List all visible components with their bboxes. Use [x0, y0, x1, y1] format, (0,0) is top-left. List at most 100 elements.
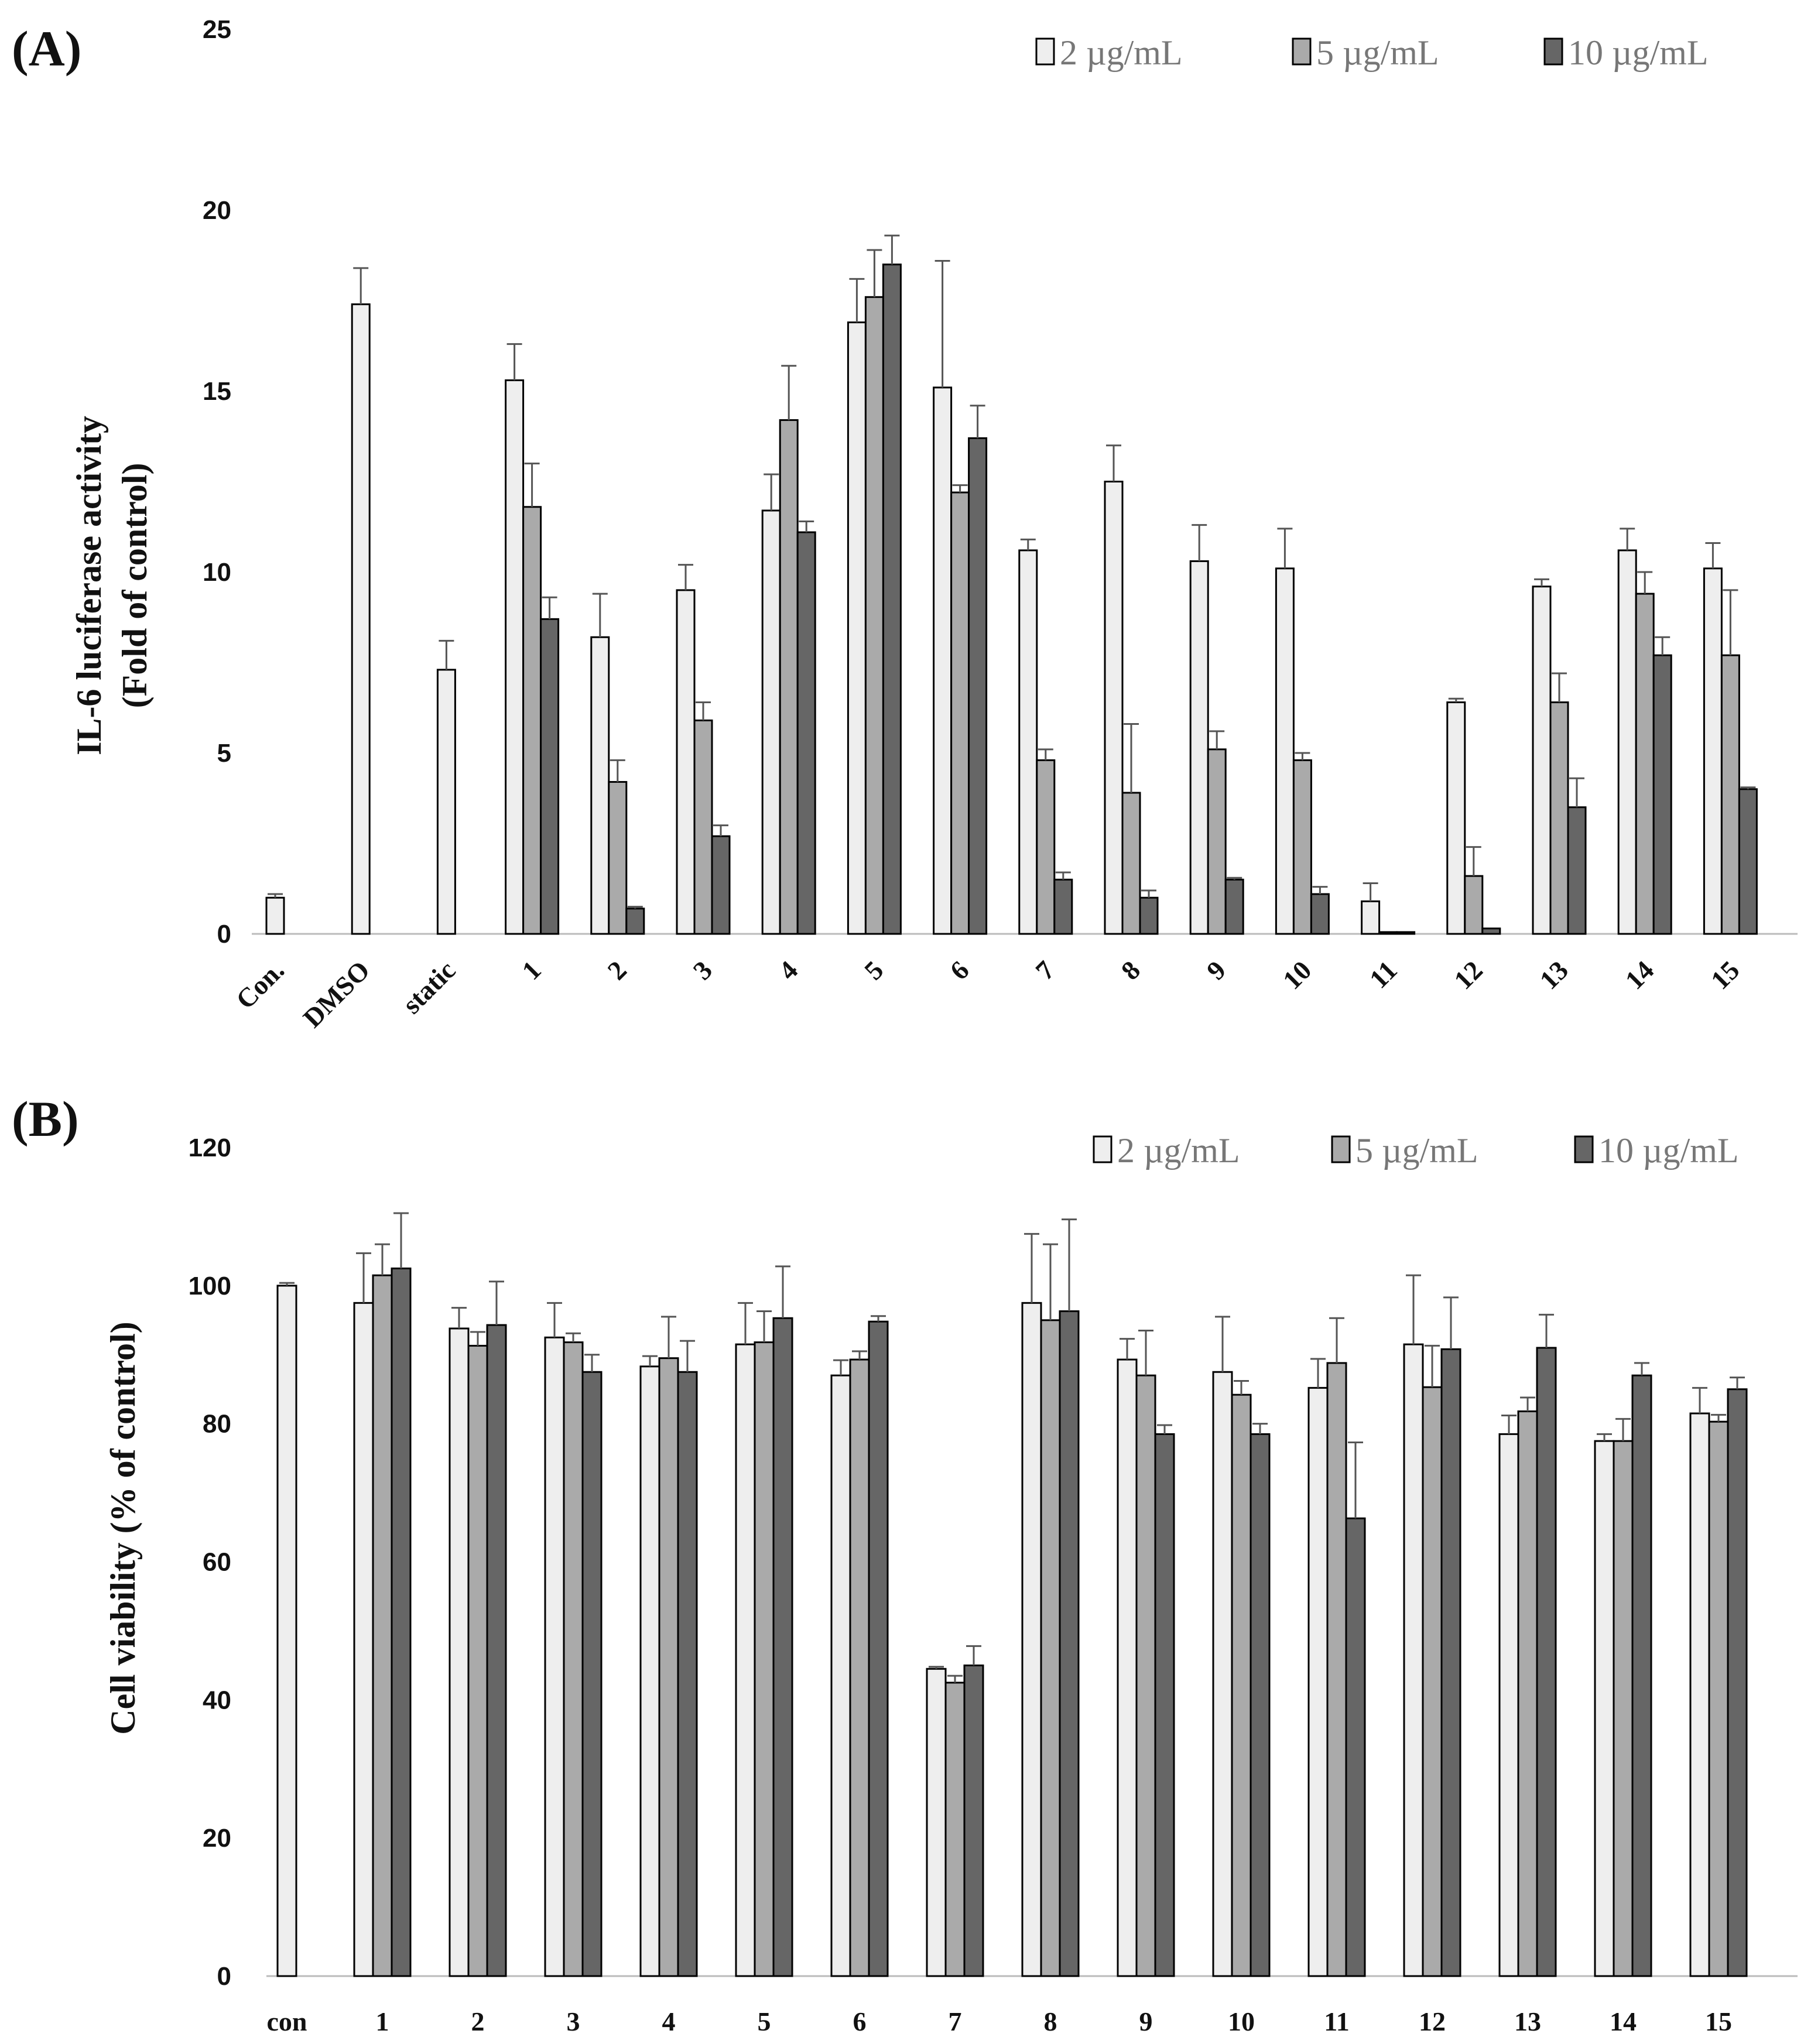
bar-a-3-s2: [693, 719, 713, 935]
bar-b-6-s3: [868, 1320, 889, 1977]
x-tick-label-b: 5: [758, 2007, 771, 2036]
bar-b-10-s2: [1231, 1394, 1252, 1977]
bar-b-11-s2: [1326, 1362, 1347, 1977]
bar-b-4-s3: [677, 1371, 698, 1977]
y-tick-label-b: 40: [203, 1686, 231, 1714]
legend-label-b: 2 µg/mL: [1117, 1131, 1240, 1170]
bar-a-2-s2: [608, 780, 628, 935]
bar-b-14-s2: [1613, 1440, 1634, 1977]
bar-b-1-s1: [353, 1302, 374, 1977]
bar-b-1-s3: [391, 1267, 412, 1977]
bar-a-12-s3: [1481, 927, 1501, 935]
y-tick-label-a: 10: [203, 558, 231, 587]
bar-a-10-s1: [1275, 567, 1295, 935]
x-tick-label-a: 12: [1448, 955, 1488, 995]
bar-b-12-s1: [1403, 1343, 1424, 1977]
x-tick-label-a: 8: [1115, 955, 1146, 985]
y-tick-label-a: 25: [203, 15, 231, 44]
bar-a-3-s1: [676, 589, 696, 935]
bar-a-9-s3: [1224, 878, 1244, 935]
bar-a-15-s1: [1703, 567, 1723, 935]
bar-b-2-s2: [467, 1344, 488, 1977]
bar-b-9-s1: [1117, 1358, 1138, 1977]
bar-b-13-s2: [1517, 1410, 1538, 1977]
x-tick-label-a: 1: [516, 955, 546, 985]
bar-a-DMSO-s1: [351, 303, 371, 935]
bar-b-con-s1: [276, 1285, 297, 1977]
x-tick-label-a: 10: [1277, 955, 1317, 995]
bar-b-4-s1: [639, 1365, 660, 1977]
bar-a-11-s1: [1361, 900, 1381, 935]
bar-b-3-s3: [581, 1371, 603, 1977]
bar-a-1-s1: [505, 379, 525, 935]
legend-label-b: 10 µg/mL: [1598, 1131, 1739, 1170]
x-tick-label-b: 14: [1610, 2007, 1637, 2036]
bar-a-11-s2: [1378, 931, 1398, 935]
bar-b-8-s1: [1021, 1302, 1042, 1977]
bar-b-4-s2: [658, 1357, 679, 1977]
bar-a-6-s1: [933, 386, 953, 935]
panel-label-a: (A): [12, 20, 81, 77]
x-tick-label-a: 9: [1201, 955, 1231, 985]
x-tick-label-a: 2: [602, 955, 632, 985]
bar-b-11-s3: [1345, 1517, 1366, 1977]
bar-b-8-s3: [1059, 1310, 1080, 1977]
bar-a-15-s2: [1720, 654, 1740, 935]
bar-a-1-s2: [522, 506, 542, 935]
bar-b-12-s3: [1440, 1348, 1461, 1977]
bar-a-5-s2: [864, 296, 884, 935]
bar-b-9-s2: [1135, 1374, 1156, 1977]
bar-b-14-s1: [1594, 1440, 1615, 1977]
x-tick-label-a: 7: [1030, 955, 1060, 985]
x-tick-label-b: 1: [376, 2007, 389, 2036]
bar-a-9-s1: [1189, 560, 1209, 935]
y-tick-label-a: 5: [217, 739, 231, 768]
x-tick-label-b: 7: [949, 2007, 962, 2036]
bar-a-11-s3: [1396, 931, 1416, 935]
bar-a-1-s3: [540, 618, 560, 935]
x-tick-label-b: 10: [1228, 2007, 1255, 2036]
legend-label-b: 5 µg/mL: [1355, 1131, 1478, 1170]
bar-a-Con.-s1: [265, 896, 285, 935]
bar-b-7-s1: [926, 1668, 947, 1977]
y-tick-label-b: 100: [189, 1272, 231, 1300]
bar-a-15-s3: [1738, 788, 1758, 935]
legend-swatch-a: [1543, 37, 1563, 66]
bar-b-10-s3: [1250, 1433, 1271, 1977]
bar-b-1-s2: [372, 1274, 393, 1977]
y-axis-label-a-line2: (Fold of control): [115, 463, 154, 708]
y-tick-label-a: 20: [203, 196, 231, 225]
x-tick-label-b: 8: [1044, 2007, 1057, 2036]
y-axis-label-b: Cell viability (% of control): [104, 1321, 142, 1734]
bar-a-13-s3: [1567, 806, 1587, 935]
legend-swatch-b: [1331, 1135, 1351, 1163]
x-tick-label-a: 6: [944, 955, 974, 985]
bar-b-5-s3: [772, 1317, 793, 1977]
x-tick-label-a: Con.: [230, 955, 290, 1015]
bar-a-2-s1: [590, 636, 610, 935]
bar-b-7-s3: [963, 1664, 984, 1977]
bar-a-6-s3: [968, 437, 988, 935]
bar-b-2-s3: [486, 1324, 507, 1977]
bar-a-14-s1: [1617, 549, 1637, 935]
bar-b-5-s2: [754, 1341, 775, 1977]
x-tick-label-a: 11: [1364, 955, 1403, 994]
bar-a-8-s2: [1121, 792, 1141, 935]
bar-b-10-s1: [1212, 1371, 1233, 1977]
x-tick-label-a: 4: [773, 955, 803, 985]
y-tick-label-b: 120: [189, 1134, 231, 1162]
x-tick-label-b: 4: [662, 2007, 676, 2036]
bar-b-6-s2: [849, 1358, 870, 1977]
bar-a-5-s1: [847, 321, 867, 935]
bar-b-11-s1: [1307, 1386, 1329, 1977]
y-tick-label-b: 20: [203, 1824, 231, 1853]
x-tick-label-a: DMSO: [297, 955, 376, 1033]
bar-a-8-s3: [1139, 896, 1159, 935]
bar-b-7-s2: [944, 1682, 966, 1977]
bar-a-7-s2: [1036, 759, 1056, 935]
y-tick-label-a: 15: [203, 377, 231, 406]
y-tick-label-b: 60: [203, 1548, 231, 1577]
